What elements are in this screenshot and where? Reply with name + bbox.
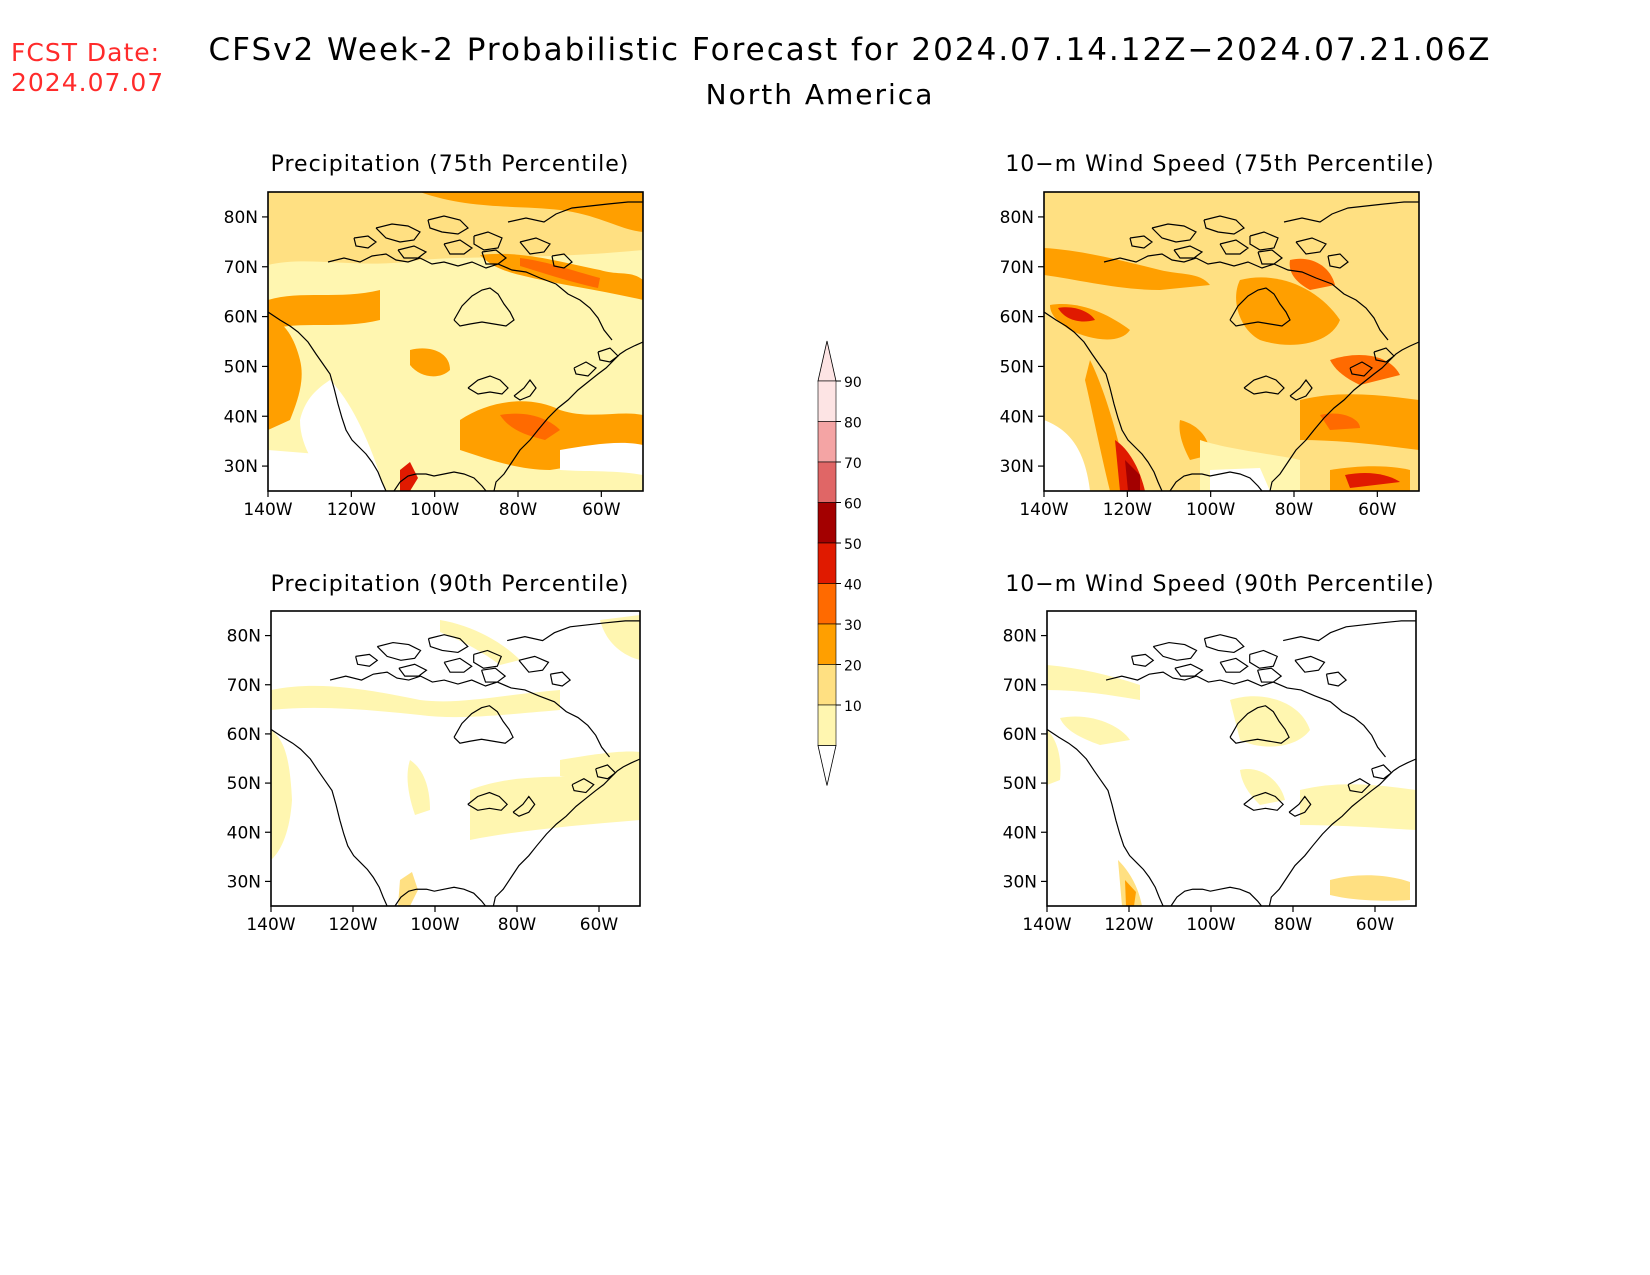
lon-tick-label: 60W (582, 500, 621, 520)
colorbar-label: 30 (844, 618, 862, 634)
lon-tick-label: 120W (328, 915, 377, 935)
colorbar: 90 80 70 60 50 40 30 20 10 (817, 340, 862, 786)
lon-tick-label: 80W (1274, 915, 1313, 935)
lon-tick-label: 140W (243, 500, 292, 520)
lon-tick-label: 80W (499, 500, 538, 520)
lat-tick-label: 30N (1000, 457, 1034, 477)
lat-tick-label: 30N (227, 872, 261, 892)
forecast-date-value: 2024.07.07 (11, 68, 165, 97)
colorbar-segment (817, 664, 837, 706)
colorbar-label: 90 (844, 375, 862, 391)
colorbar-label: 10 (844, 699, 862, 715)
forecast-date-block: FCST Date: 2024.07.07 (11, 38, 164, 98)
lon-tick-label: 120W (327, 500, 376, 520)
lat-tick-label: 40N (1000, 407, 1034, 427)
panel-title-precip-90: Precipitation (90th Percentile) (270, 572, 630, 597)
lon-tick-label: 100W (410, 500, 459, 520)
lat-tick-label: 50N (1003, 774, 1037, 794)
colorbar-segment (817, 380, 837, 422)
colorbar-segment (817, 623, 837, 665)
lat-tick-label: 40N (224, 407, 258, 427)
lon-tick-label: 120W (1103, 500, 1152, 520)
colorbar-segment (817, 461, 837, 503)
lat-tick-label: 50N (227, 774, 261, 794)
lon-tick-label: 80W (498, 915, 537, 935)
lat-tick-label: 30N (1003, 872, 1037, 892)
lat-tick-label: 60N (1003, 725, 1037, 745)
colorbar-segment (817, 421, 837, 463)
lat-tick-label: 70N (227, 676, 261, 696)
lat-tick-label: 70N (224, 258, 258, 278)
colorbar-label: 80 (844, 416, 862, 432)
lon-tick-label: 100W (410, 915, 459, 935)
colorbar-label: 20 (844, 659, 862, 675)
page-title: CFSv2 Week-2 Probabilistic Forecast for … (208, 32, 1492, 68)
lat-tick-label: 60N (1000, 308, 1034, 328)
map-wind-90 (1046, 610, 1417, 907)
panel-title-wind-90: 10−m Wind Speed (90th Percentile) (1005, 572, 1435, 597)
lat-tick-label: 40N (1003, 823, 1037, 843)
panel-title-wind-75: 10−m Wind Speed (75th Percentile) (1005, 152, 1435, 177)
lat-tick-label: 80N (227, 627, 261, 647)
lon-tick-label: 80W (1275, 500, 1314, 520)
lon-tick-label: 100W (1186, 500, 1235, 520)
lat-tick-label: 80N (1003, 627, 1037, 647)
map-precip-75 (267, 191, 644, 492)
lon-tick-label: 140W (1019, 500, 1068, 520)
lat-tick-label: 50N (224, 357, 258, 377)
lon-tick-label: 60W (1358, 500, 1397, 520)
colorbar-segment (817, 583, 837, 625)
lat-tick-label: 30N (224, 457, 258, 477)
lon-tick-label: 140W (1022, 915, 1071, 935)
map-wind-75 (1043, 191, 1420, 492)
colorbar-top-arrow (817, 340, 837, 382)
colorbar-label: 50 (844, 537, 862, 553)
colorbar-label: 70 (844, 456, 862, 472)
lat-tick-label: 80N (1000, 208, 1034, 228)
colorbar-label: 60 (844, 497, 862, 513)
panel-title-precip-75: Precipitation (75th Percentile) (270, 152, 630, 177)
lon-tick-label: 60W (1356, 915, 1395, 935)
lon-tick-label: 60W (580, 915, 619, 935)
colorbar-segment (817, 542, 837, 584)
colorbar-label: 40 (844, 578, 862, 594)
lon-tick-label: 120W (1104, 915, 1153, 935)
colorbar-segment (817, 502, 837, 544)
lat-tick-label: 70N (1000, 258, 1034, 278)
page-subtitle: North America (705, 78, 935, 111)
colorbar-bottom-arrow (817, 745, 837, 786)
map-precip-90 (270, 610, 641, 907)
lat-tick-label: 60N (224, 308, 258, 328)
forecast-date-label: FCST Date: (11, 38, 161, 67)
lon-tick-label: 100W (1186, 915, 1235, 935)
colorbar-segment (817, 704, 837, 746)
lon-tick-label: 140W (246, 915, 295, 935)
lat-tick-label: 60N (227, 725, 261, 745)
lat-tick-label: 70N (1003, 676, 1037, 696)
lat-tick-label: 80N (224, 208, 258, 228)
lat-tick-label: 40N (227, 823, 261, 843)
lat-tick-label: 50N (1000, 357, 1034, 377)
